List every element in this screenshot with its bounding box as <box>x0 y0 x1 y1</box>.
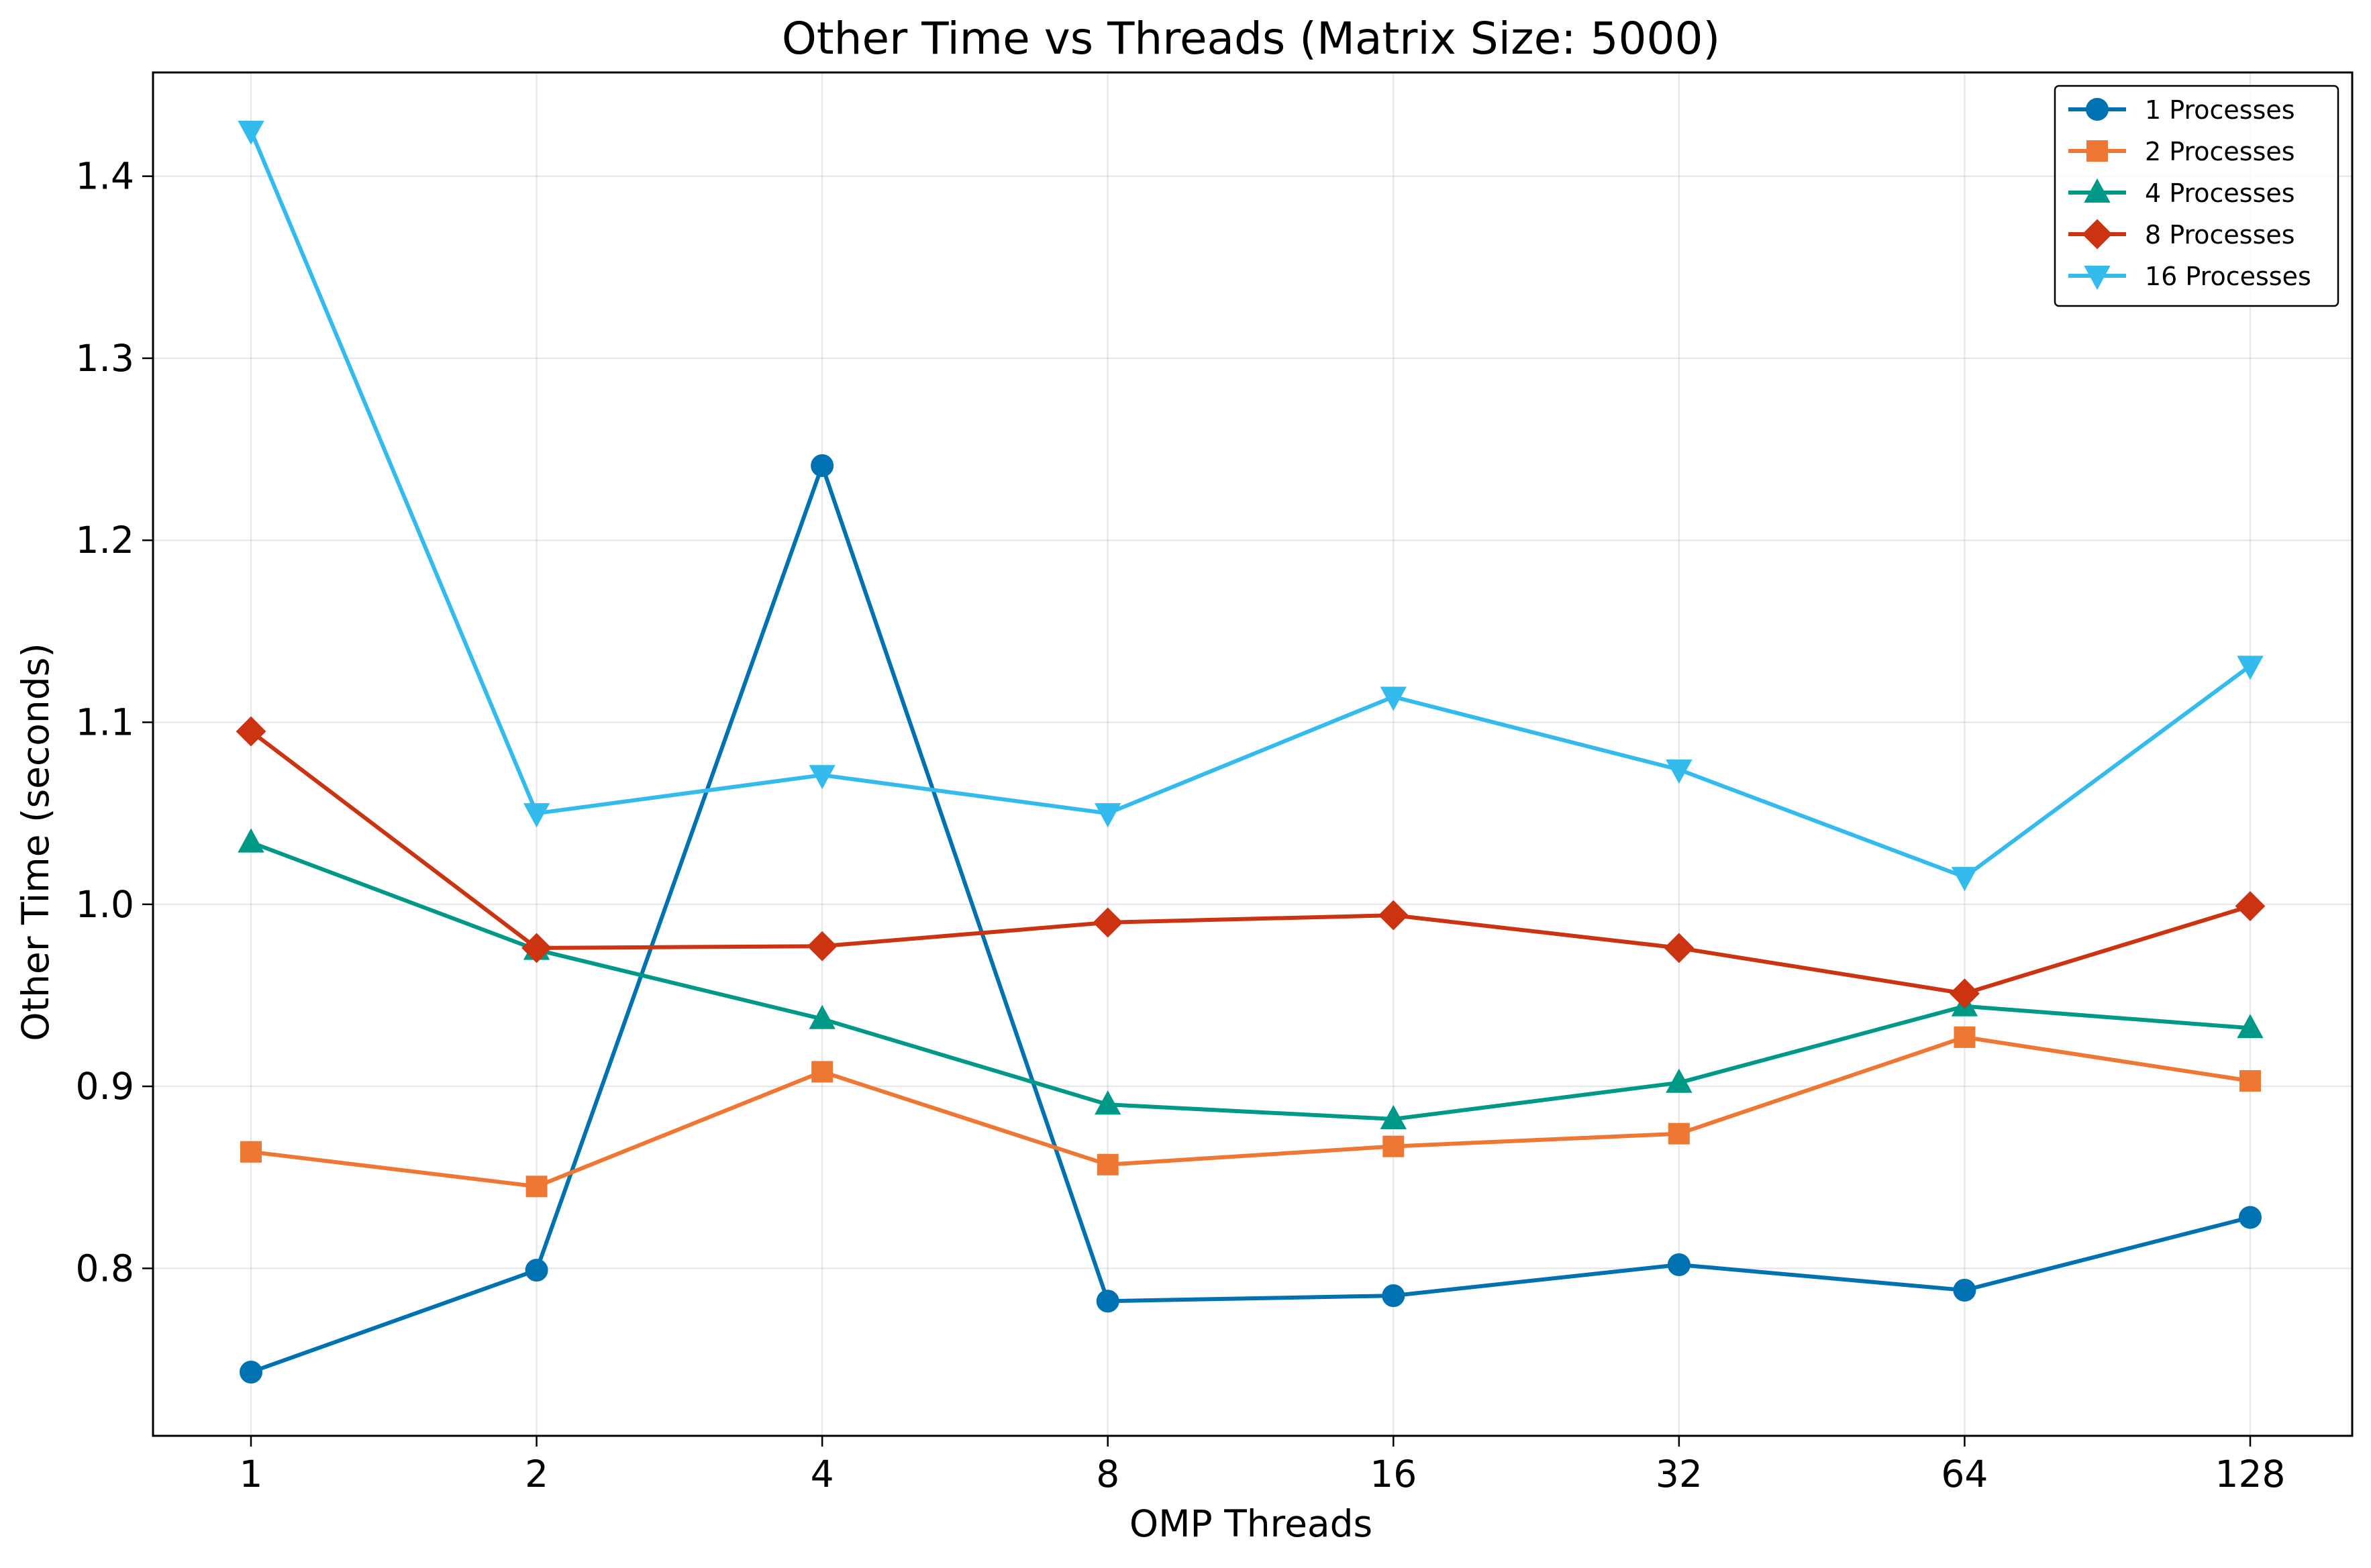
data-point <box>2239 1069 2261 1092</box>
legend-label: 16 Processes <box>2145 262 2311 291</box>
y-tick-label: 1.3 <box>76 337 134 380</box>
x-tick-label: 8 <box>1096 1453 1119 1496</box>
legend-marker <box>2086 140 2108 162</box>
series-4 <box>236 716 2266 1009</box>
y-tick-label: 0.8 <box>76 1247 134 1290</box>
data-point <box>236 716 266 747</box>
data-point <box>811 454 834 477</box>
data-point <box>240 1361 262 1384</box>
legend-marker <box>2086 98 2109 121</box>
data-point <box>1097 1153 1119 1175</box>
y-tick-label: 1.4 <box>76 155 134 198</box>
plot-frame <box>152 71 2354 1437</box>
data-point <box>1380 686 1407 711</box>
y-tick-label: 1.0 <box>76 883 134 926</box>
data-point <box>1095 803 1121 828</box>
data-point <box>240 1141 262 1163</box>
data-point <box>238 828 264 853</box>
y-tick-label: 1.1 <box>76 701 134 744</box>
legend-label: 8 Processes <box>2145 220 2295 250</box>
data-point <box>1953 1278 1976 1302</box>
series-layer <box>236 120 2266 1384</box>
legend-marker <box>2084 178 2111 203</box>
data-point <box>1666 760 1693 784</box>
legend-label: 1 Processes <box>2145 95 2295 125</box>
data-point <box>807 931 838 961</box>
data-point <box>1095 1090 1121 1115</box>
legend-box <box>2054 85 2339 307</box>
data-point <box>523 803 550 828</box>
series-1 <box>240 454 2262 1384</box>
data-point <box>525 1175 548 1198</box>
data-point <box>521 933 552 963</box>
legend-label: 2 Processes <box>2145 137 2295 166</box>
series-5 <box>238 120 2264 892</box>
data-point <box>2235 891 2266 921</box>
y-axis-title: Other Time (seconds) <box>14 643 57 1041</box>
legend: 1 Processes 2 Processes 4 Processes 8 Proce… <box>2054 85 2339 307</box>
data-point <box>1951 867 1978 892</box>
legend-marker <box>2082 219 2113 250</box>
data-point <box>1954 1026 1976 1048</box>
data-point <box>1666 1068 1693 1093</box>
data-point <box>811 1061 834 1083</box>
x-tick-label: 1 <box>240 1453 263 1496</box>
series-line <box>249 1035 2252 1189</box>
data-point <box>1380 1104 1407 1129</box>
y-tick-label: 0.9 <box>76 1065 134 1108</box>
legend-marker <box>2084 266 2111 291</box>
series-line <box>249 729 2252 996</box>
series-2 <box>240 1026 2261 1198</box>
x-tick-label: 2 <box>525 1453 548 1496</box>
data-point <box>809 765 836 790</box>
ticks-layer: 1 2 4 8 16 32 64 128 0.8 0.9 1.0 1.1 1.2 1.3 1.4 <box>76 155 2286 1496</box>
series-line <box>249 128 2252 880</box>
data-point <box>238 120 264 145</box>
x-tick-label: 64 <box>1941 1453 1988 1496</box>
legend-label: 4 Processes <box>2145 178 2295 208</box>
data-point <box>1668 1122 1690 1145</box>
data-point <box>2237 656 2264 680</box>
legend-entry: 8 Processes <box>2068 219 2295 250</box>
legend-entry: 4 Processes <box>2068 178 2295 208</box>
series-line <box>249 840 2252 1121</box>
data-point <box>809 1004 836 1029</box>
data-point <box>1382 1284 1405 1308</box>
data-point <box>1093 907 1123 938</box>
x-tick-label: 32 <box>1656 1453 1703 1496</box>
chart-title: Other Time vs Threads (Matrix Size: 5000… <box>782 13 1720 64</box>
x-tick-label: 16 <box>1370 1453 1417 1496</box>
x-axis-title: OMP Threads <box>1129 1502 1372 1545</box>
legend-entry: 2 Processes <box>2068 137 2295 166</box>
data-point <box>1096 1290 1119 1313</box>
data-point <box>2239 1206 2262 1229</box>
x-tick-label: 128 <box>2215 1453 2286 1496</box>
data-point <box>2237 1014 2264 1039</box>
x-tick-label: 4 <box>811 1453 834 1496</box>
data-point <box>1950 978 1980 1009</box>
y-tick-label: 1.2 <box>76 519 134 562</box>
series-line <box>249 464 2252 1374</box>
data-point <box>1667 1253 1691 1276</box>
data-point <box>1378 900 1409 931</box>
data-point <box>525 1259 548 1282</box>
legend-entry: 1 Processes <box>2068 95 2295 125</box>
data-point <box>1664 933 1695 963</box>
data-point <box>1382 1135 1405 1157</box>
legend-entry: 16 Processes <box>2068 262 2311 291</box>
